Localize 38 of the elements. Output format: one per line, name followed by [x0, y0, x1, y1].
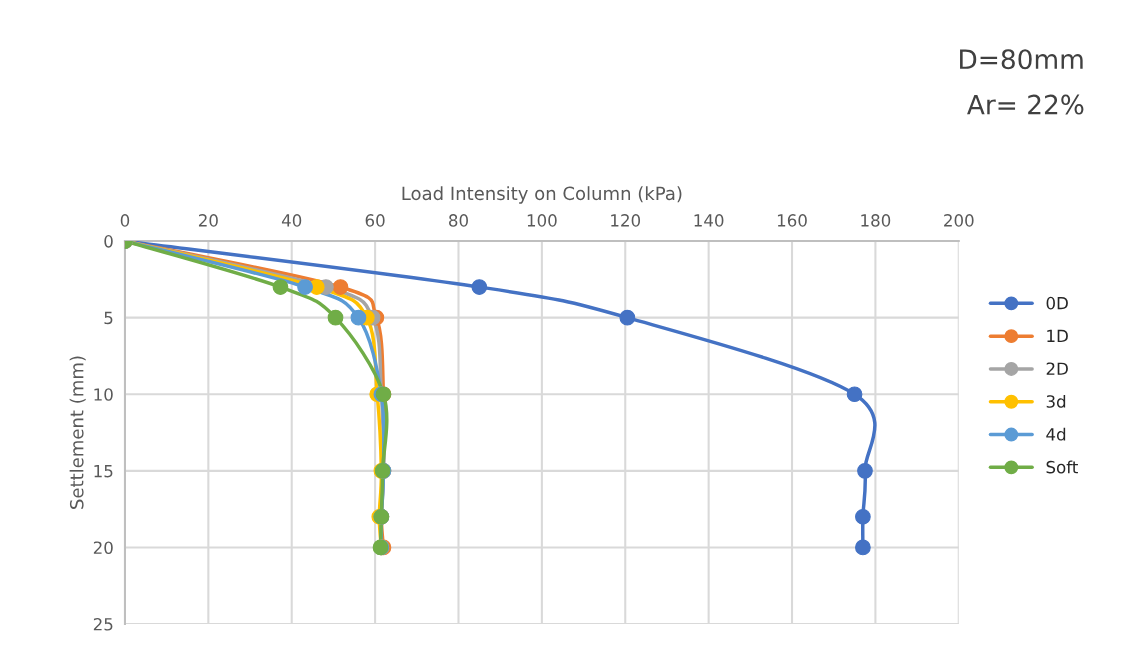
- x-tick-label: 20: [198, 214, 218, 227]
- x-tick-label: 200: [944, 214, 974, 227]
- point: [272, 279, 289, 295]
- point: [846, 386, 863, 403]
- point: [327, 309, 344, 326]
- x-tick-label: 60: [365, 214, 385, 227]
- x-tick-label: 140: [694, 214, 724, 227]
- point: [350, 309, 367, 326]
- point: [297, 279, 313, 295]
- x-tick-label: 100: [527, 214, 557, 227]
- y-tick-label: 0: [104, 235, 113, 248]
- x-tick-label: 0: [120, 214, 130, 227]
- legend-label: 2D: [1046, 362, 1068, 375]
- text: D=80mm: [960, 49, 1083, 70]
- legend-label: 4d: [1046, 427, 1066, 441]
- point: [471, 279, 488, 295]
- point: [619, 309, 636, 326]
- y-tick-label: 5: [104, 311, 113, 325]
- y-axis-title: Settlement (mm): [69, 356, 86, 509]
- legend-label: 0D: [1046, 296, 1068, 310]
- legend-label: Soft: [1046, 460, 1078, 474]
- x-tick-label: 80: [449, 214, 468, 227]
- point: [332, 279, 349, 295]
- x-tick-label: 180: [861, 214, 891, 227]
- x-tick-label: 120: [611, 214, 641, 227]
- y-tick-label: 15: [94, 465, 113, 478]
- legend-label: 1D: [1047, 329, 1068, 342]
- x-tick-label: 40: [281, 214, 302, 227]
- text: Ar= 22%: [967, 94, 1084, 115]
- x-tick-label: 160: [777, 214, 807, 227]
- point: [855, 539, 871, 556]
- y-tick-label: 20: [93, 541, 113, 554]
- y-tick-label: 10: [94, 388, 113, 401]
- legend-label: 3d: [1046, 394, 1066, 408]
- point: [857, 462, 873, 479]
- x-axis-title: Load Intensity on Column (kPa): [402, 186, 682, 204]
- point: [855, 508, 871, 525]
- y-tick-label: 25: [93, 617, 113, 631]
